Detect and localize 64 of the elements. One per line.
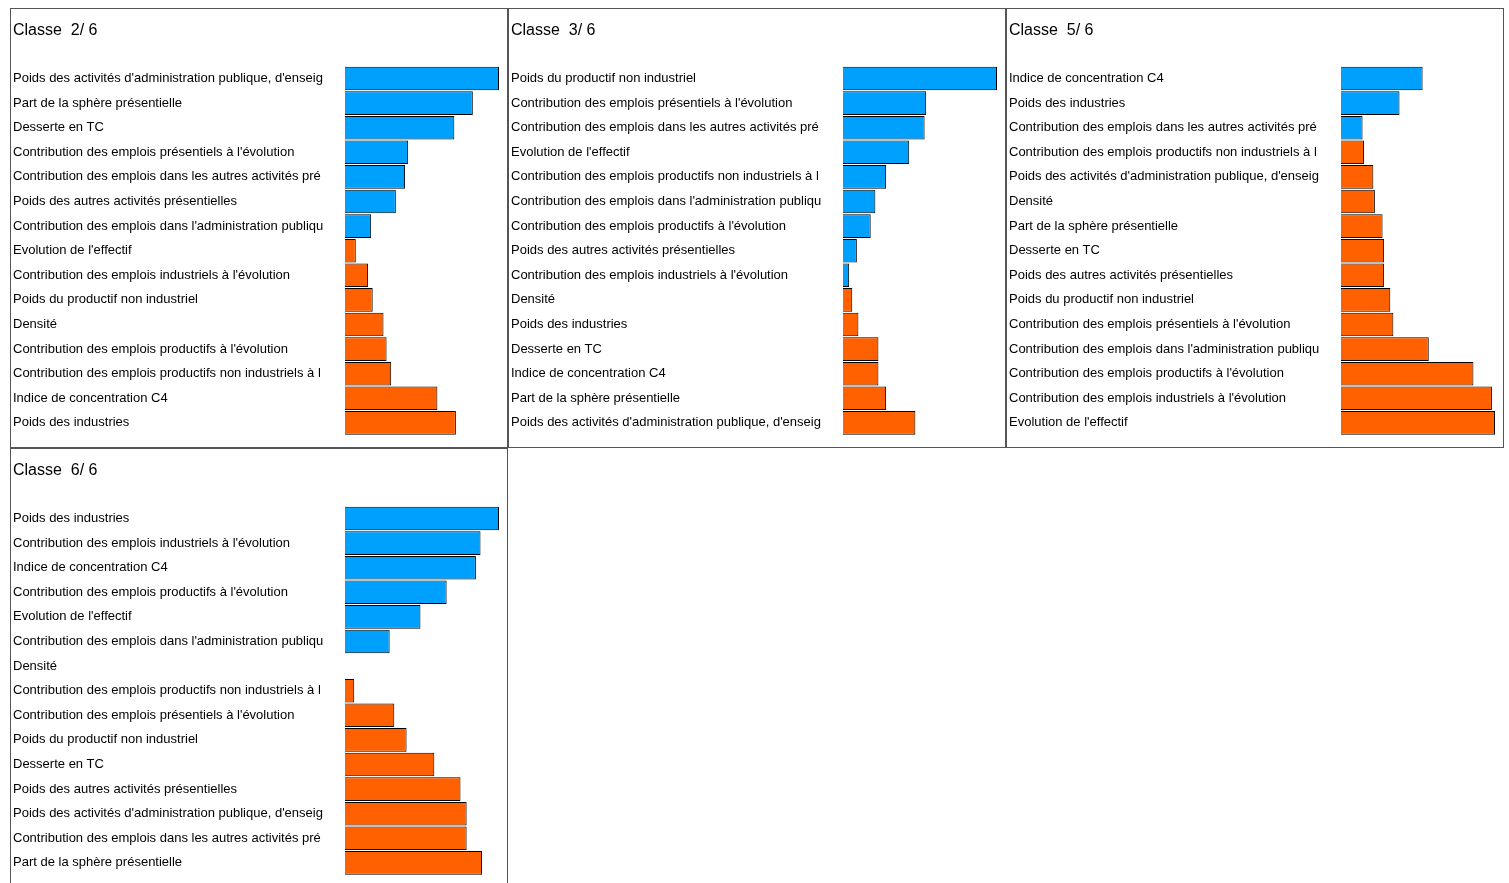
y-tick-label: Contribution des emplois dans l'administration publiqu	[511, 193, 822, 209]
y-tick-label: Part de la sphère présentielle	[511, 389, 681, 405]
y-tick-label: Indice de concentration C4	[13, 559, 168, 575]
y-tick-label: Contribution des emplois industriels à l'évolution	[511, 266, 789, 282]
y-tick-label: Poids du productif non industriel	[511, 70, 697, 86]
y-tick-label: Poids des industries	[13, 510, 130, 526]
y-tick-label: Contribution des emplois productifs à l'évolution	[13, 340, 288, 356]
y-tick-label: Poids des autres activités présentielles	[1009, 266, 1234, 282]
y-tick-label: Densité	[13, 316, 58, 332]
text: Classe 3/ 6	[511, 21, 596, 39]
y-tick-label: Poids des autres activités présentielles	[511, 242, 736, 258]
y-tick-label: Evolution de l'effectif	[13, 608, 132, 624]
y-tick-label: Poids des autres activités présentielles	[13, 193, 238, 209]
y-tick-label: Contribution des emplois productifs à l'évolution	[13, 583, 288, 599]
y-tick-label: Indice de concentration C4	[13, 389, 168, 405]
y-tick-label: Contribution des emplois dans l'administration publiqu	[13, 217, 324, 233]
y-tick-label: Poids des activités d'administration publique, d'enseig	[13, 70, 323, 86]
y-tick-label: Evolution de l'effectif	[511, 143, 630, 159]
y-tick-label: Contribution des emplois productifs non industriels à l	[13, 365, 321, 381]
y-tick-label: Evolution de l'effectif	[1009, 414, 1128, 430]
y-tick-label: Contribution des emplois productifs à l'évolution	[1009, 365, 1284, 381]
y-tick-label: Contribution des emplois dans les autres activités pré	[13, 168, 321, 184]
y-tick-label: Poids des activités d'administration publique, d'enseig	[511, 414, 821, 430]
y-tick-label: Contribution des emplois productifs à l'évolution	[511, 217, 786, 233]
y-tick-label: Poids du productif non industriel	[13, 291, 199, 307]
y-tick-label: Contribution des emplois présentiels à l'évolution	[13, 143, 295, 159]
y-tick-label: Evolution de l'effectif	[13, 242, 132, 258]
text: Classe 5/ 6	[1009, 21, 1094, 39]
y-tick-label: Poids du productif non industriel	[13, 731, 199, 747]
y-tick-label: Contribution des emplois industriels à l'évolution	[13, 534, 291, 550]
y-tick-label: Contribution des emplois productifs non industriels à l	[13, 682, 321, 698]
y-tick-label: Part de la sphère présentielle	[1009, 217, 1179, 233]
y-tick-label: Contribution des emplois dans les autres activités pré	[1009, 119, 1317, 135]
y-tick-label: Contribution des emplois présentiels à l'évolution	[13, 706, 295, 722]
y-tick-label: Poids des autres activités présentielles	[13, 780, 238, 796]
y-tick-label: Part de la sphère présentielle	[13, 94, 183, 110]
y-tick-label: Densité	[13, 657, 58, 673]
y-tick-label: Poids des activités d'administration publique, d'enseig	[1009, 168, 1319, 184]
y-tick-label: Desserte en TC	[511, 340, 602, 356]
y-tick-label: Contribution des emplois dans les autres activités pré	[13, 829, 321, 845]
y-tick-label: Contribution des emplois industriels à l'évolution	[13, 266, 291, 282]
y-tick-label: Desserte en TC	[13, 119, 104, 135]
y-tick-label: Part de la sphère présentielle	[13, 854, 183, 870]
y-tick-label: Contribution des emplois dans l'administration publiqu	[1009, 340, 1320, 356]
y-tick-label: Densité	[511, 291, 556, 307]
y-tick-label: Densité	[1009, 193, 1054, 209]
y-tick-label: Poids des activités d'administration publique, d'enseig	[13, 805, 323, 821]
y-tick-label: Indice de concentration C4	[1009, 70, 1164, 86]
text: Classe 2/ 6	[13, 21, 98, 39]
y-tick-label: Contribution des emplois productifs non industriels à l	[511, 168, 819, 184]
y-tick-label: Contribution des emplois dans l'administration publiqu	[13, 633, 324, 649]
y-tick-label: Poids des industries	[13, 414, 130, 430]
y-tick-label: Contribution des emplois dans les autres activités pré	[511, 119, 819, 135]
y-tick-label: Poids des industries	[1009, 94, 1126, 110]
y-tick-label: Contribution des emplois présentiels à l'évolution	[511, 94, 793, 110]
y-tick-label: Poids des industries	[511, 316, 628, 332]
y-tick-label: Poids du productif non industriel	[1009, 291, 1195, 307]
y-tick-label: Indice de concentration C4	[511, 365, 666, 381]
text: Classe 6/ 6	[13, 461, 98, 479]
y-tick-label: Desserte en TC	[13, 756, 104, 772]
y-tick-label: Contribution des emplois présentiels à l'évolution	[1009, 316, 1291, 332]
y-tick-label: Desserte en TC	[1009, 242, 1100, 258]
y-tick-label: Contribution des emplois productifs non industriels à l	[1009, 143, 1317, 159]
y-tick-label: Contribution des emplois industriels à l'évolution	[1009, 389, 1287, 405]
